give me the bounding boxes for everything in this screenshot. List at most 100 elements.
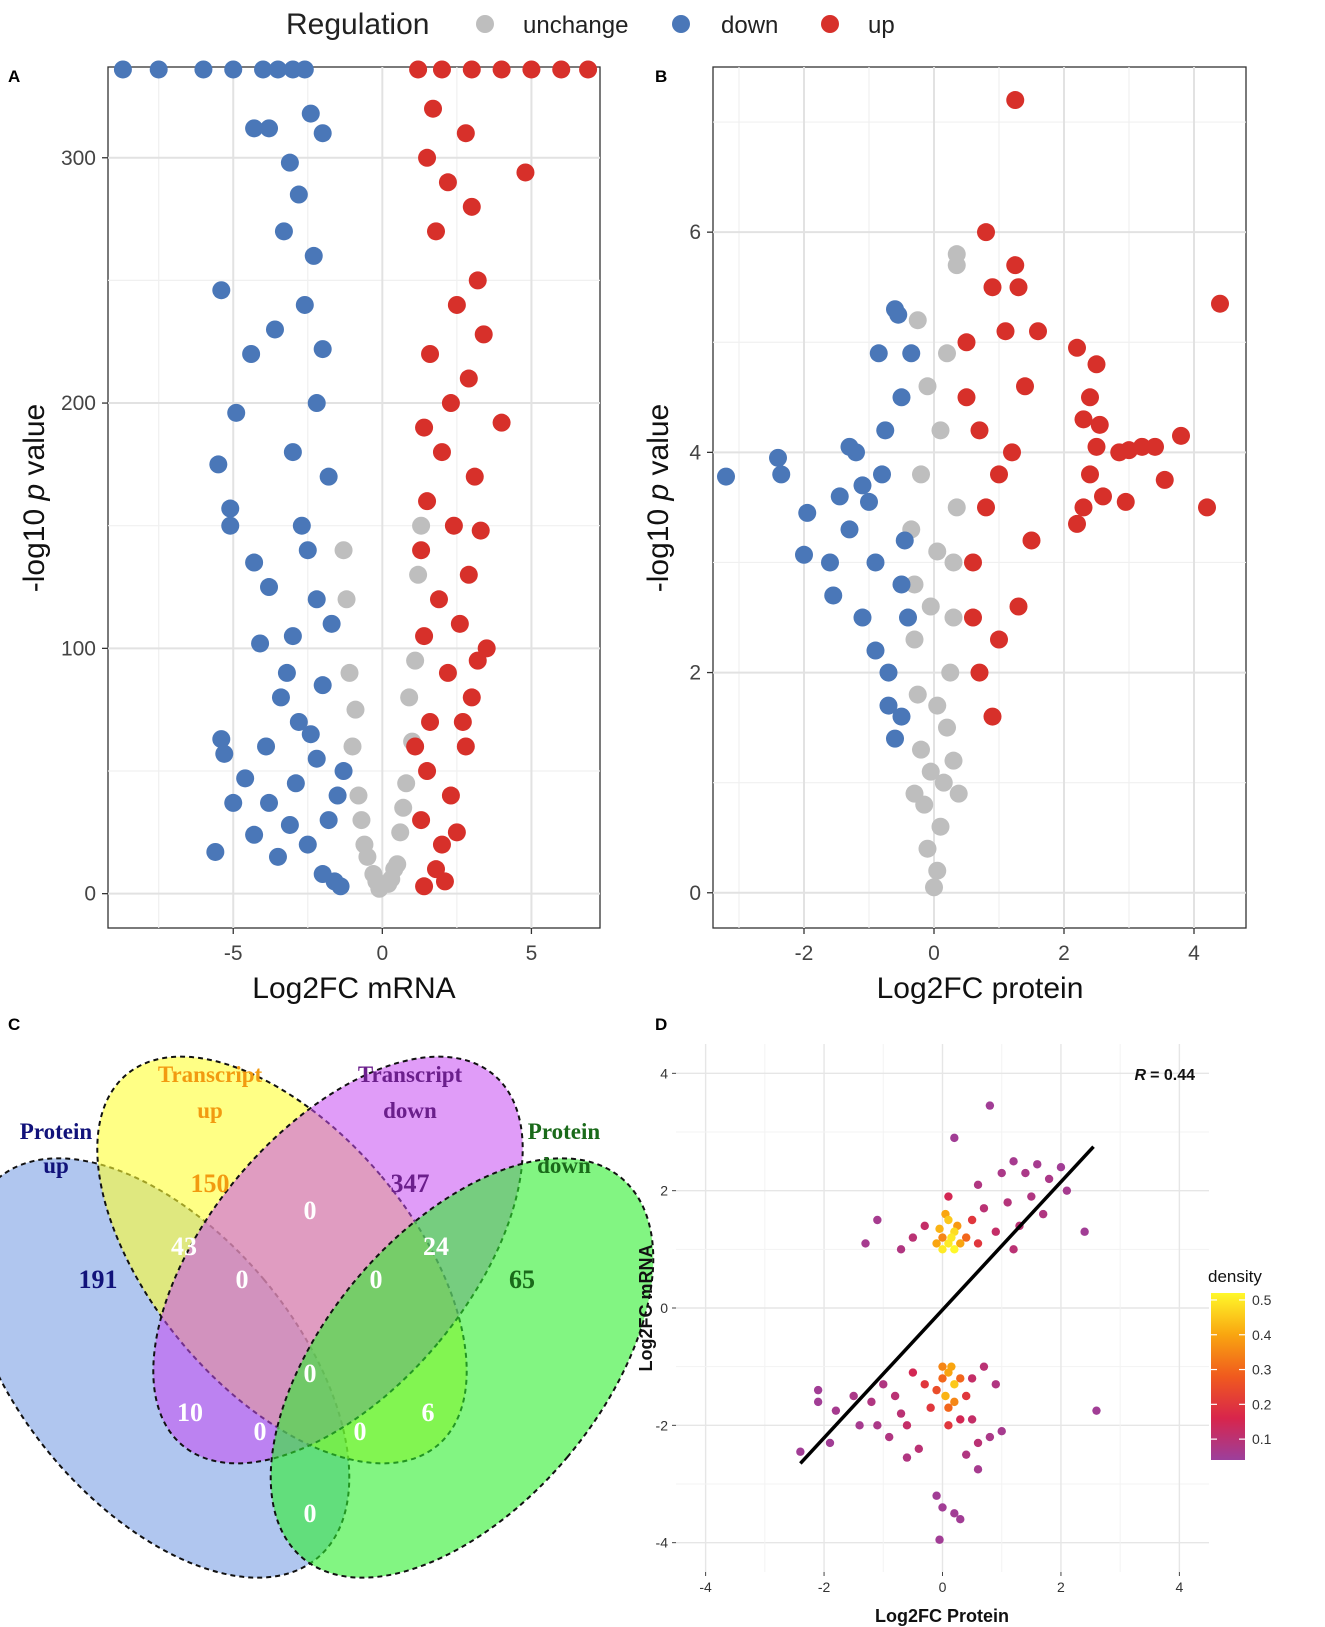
point-up — [418, 762, 437, 781]
point-up — [996, 322, 1015, 341]
point-unchange — [349, 786, 368, 805]
colorbar-title: density — [1208, 1267, 1262, 1286]
point-down — [821, 553, 839, 572]
venn-count-tu-td: 0 — [304, 1196, 317, 1225]
density-point — [947, 1233, 956, 1242]
point-up — [462, 60, 481, 79]
point-down — [260, 119, 279, 138]
point-up — [450, 614, 469, 633]
y-tick-label: -4 — [656, 1535, 669, 1551]
density-point — [873, 1421, 882, 1430]
point-unchange — [947, 256, 966, 275]
point-up — [492, 60, 511, 79]
point-down — [221, 516, 240, 535]
density-point — [879, 1380, 888, 1389]
point-up — [427, 222, 445, 241]
point-up — [983, 278, 1002, 297]
point-down — [830, 487, 849, 506]
panel-b-ylabel-part1: -log10 — [642, 501, 675, 593]
point-up — [1211, 294, 1229, 313]
point-down — [307, 590, 326, 609]
panel-b-frame — [712, 66, 1247, 929]
point-down — [313, 676, 332, 695]
point-unchange — [905, 630, 924, 649]
point-down — [798, 503, 817, 522]
point-down — [224, 60, 243, 79]
venn-label-transcript-up-line2: up — [197, 1098, 223, 1123]
point-down — [289, 712, 308, 731]
point-up — [421, 345, 440, 363]
point-up — [1068, 514, 1086, 533]
point-down — [860, 492, 878, 511]
panel-a-ylabel-part2: p — [18, 484, 51, 502]
point-up — [453, 712, 472, 731]
point-up — [465, 467, 484, 486]
panel-letter-c: C — [8, 1015, 20, 1034]
density-point — [985, 1432, 995, 1442]
legend-label-down: down — [721, 12, 778, 39]
density-point — [902, 1421, 912, 1430]
point-unchange — [908, 311, 927, 330]
point-up — [435, 872, 454, 891]
point-down — [873, 465, 891, 484]
point-down — [295, 60, 314, 79]
point-down — [824, 586, 843, 605]
point-unchange — [340, 663, 359, 682]
venn-ellipse-protein-down — [269, 1157, 655, 1579]
density-point — [873, 1215, 882, 1225]
point-up — [447, 295, 466, 314]
density-point — [908, 1233, 918, 1242]
x-tick-label: 4 — [1188, 942, 1200, 965]
point-up — [552, 60, 571, 79]
y-tick-label: 300 — [61, 147, 96, 170]
point-down — [283, 443, 302, 462]
point-up — [421, 712, 440, 731]
point-up — [438, 173, 457, 192]
point-up — [432, 60, 451, 79]
y-tick-label: 2 — [689, 662, 701, 685]
y-tick-label: 0 — [689, 882, 701, 905]
colorbar-tick-label: 0.2 — [1252, 1396, 1272, 1412]
density-point — [973, 1438, 983, 1448]
point-down — [795, 545, 813, 564]
point-down — [879, 663, 898, 682]
point-down — [331, 877, 350, 896]
density-point — [861, 1239, 870, 1248]
point-down — [313, 865, 332, 884]
colorbar-tick-label: 0.3 — [1252, 1362, 1272, 1378]
point-up — [429, 590, 448, 609]
density-point — [902, 1453, 912, 1462]
point-down — [899, 608, 917, 627]
colorbar-tick-label: 0.1 — [1252, 1431, 1272, 1447]
point-up — [415, 877, 434, 896]
point-up — [1155, 470, 1174, 489]
point-down — [313, 124, 332, 143]
panel-a-points — [113, 60, 598, 898]
point-down — [254, 60, 273, 79]
point-up — [412, 811, 431, 830]
point-up — [579, 60, 598, 79]
point-unchange — [912, 740, 930, 759]
point-up — [990, 630, 1008, 649]
panel-d-points — [796, 1101, 1101, 1544]
point-down — [215, 744, 234, 763]
point-up — [1133, 437, 1151, 456]
density-point — [1062, 1186, 1072, 1195]
density-point — [961, 1450, 971, 1459]
point-down — [892, 707, 911, 726]
density-point — [813, 1385, 823, 1395]
point-unchange — [394, 798, 413, 817]
venn-label-transcript-up-line1: Transcript — [158, 1062, 263, 1087]
point-up — [1068, 338, 1086, 357]
point-up — [424, 99, 443, 118]
point-unchange — [934, 773, 953, 792]
density-point — [956, 1239, 965, 1248]
point-up — [441, 394, 460, 413]
point-up — [415, 627, 434, 646]
density-point — [1033, 1160, 1042, 1169]
point-up — [964, 553, 982, 572]
point-down — [319, 811, 338, 830]
point-unchange — [918, 839, 937, 858]
point-down — [245, 825, 264, 844]
